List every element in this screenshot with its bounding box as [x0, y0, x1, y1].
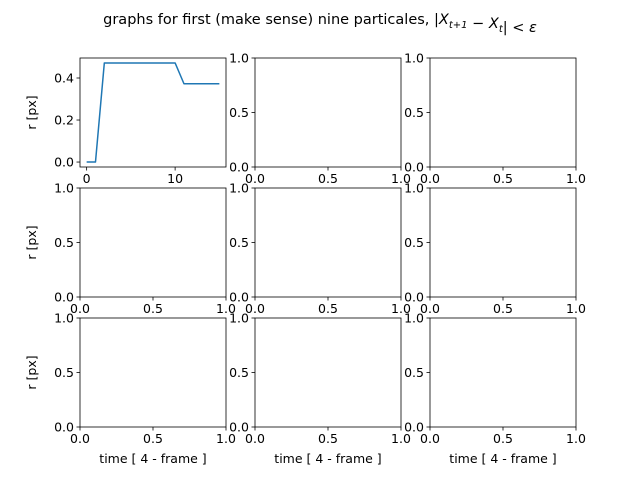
x-tick-label: 1.0: [216, 301, 236, 316]
y-tick-label: 0.4: [54, 71, 74, 86]
y-tick-label: 0.0: [229, 290, 249, 305]
y-tick-label: 0.5: [404, 365, 424, 380]
subplot-1-2: 0.0 0.5 1.0 0.0 0.5 1.0: [404, 181, 586, 317]
axes-layer: 0 100.00.20.4r [px]0.0 0.5 1.00.00.51.00.0 0…: [24, 51, 586, 467]
subplot-2-1: 0.0 0.5 1.0 0.0 0.5 1.0 time [ 4 - frame ]: [229, 311, 411, 467]
y-tick-label: 0.2: [54, 113, 74, 128]
y-tick-label: 1.0: [54, 311, 74, 326]
y-tick-label: 0.5: [229, 105, 249, 120]
x-tick-label: 1.0: [566, 301, 586, 316]
y-tick-label: 1.0: [229, 181, 249, 196]
title-math-subscript: t: [499, 24, 504, 35]
x-tick-label: 0.0: [245, 301, 265, 316]
axes-background: [255, 318, 401, 427]
figure-title-text: graphs for first (make sense) nine parti…: [103, 12, 434, 28]
y-tick-label: 1.0: [229, 311, 249, 326]
y-tick-label: 0.5: [404, 105, 424, 120]
y-tick-label: 0.0: [229, 160, 249, 175]
x-tick-label: 0.0: [420, 171, 440, 186]
subplot-1-0: 0.0 0.5 1.0 0.0 0.5 1.0 r [px]: [24, 181, 236, 317]
x-axis-label: time [ 4 - frame ]: [449, 451, 556, 466]
y-tick-label: 0.0: [404, 420, 424, 435]
x-tick-label: 0.0: [245, 171, 265, 186]
axes-background: [255, 58, 401, 167]
x-tick-label: 0.5: [493, 301, 513, 316]
y-tick-label: 0.0: [404, 160, 424, 175]
y-tick-label: 1.0: [229, 51, 249, 66]
x-tick-label: 0.5: [318, 431, 338, 446]
x-axis-label: time [ 4 - frame ]: [274, 451, 381, 466]
title-math-part: | < ε: [503, 20, 537, 36]
axes-frame: [79, 57, 227, 168]
series-line: [86, 62, 220, 163]
y-axis-label: r [px]: [24, 225, 39, 259]
y-tick-label: 0.0: [54, 155, 74, 170]
y-tick-label: 0.0: [404, 290, 424, 305]
y-tick-label: 0.5: [229, 235, 249, 250]
y-tick-label: 0.5: [54, 365, 74, 380]
axes-background: [80, 188, 226, 297]
x-tick-label: 1.0: [391, 431, 411, 446]
axes-background: [430, 58, 576, 167]
axes-background: [255, 188, 401, 297]
title-math-part: − X: [468, 16, 500, 32]
subplot-0-0: 0 10 0.0 0.2 0.4 r [px]: [24, 57, 227, 186]
y-tick-label: 0.0: [54, 290, 74, 305]
y-tick-label: 0.0: [54, 420, 74, 435]
x-tick-label: 0.5: [143, 301, 163, 316]
subplot-2-0: 0.0 0.5 1.0 0.0 0.5 1.0 r [px] time [ 4 - frame…: [24, 311, 236, 467]
subplot-1-1: 0.0 0.5 1.0 0.0 0.5 1.0: [229, 181, 411, 317]
x-tick-label: 0.0: [245, 431, 265, 446]
axes-background: [430, 318, 576, 427]
x-tick-label: 1.0: [391, 171, 411, 186]
y-tick-label: 0.0: [229, 420, 249, 435]
axes-background: [80, 318, 226, 427]
y-axis-label: r [px]: [24, 95, 39, 129]
axes-background: [430, 188, 576, 297]
subplot-0-1: 0.0 0.5 1.0 0.0 0.5 1.0: [229, 51, 411, 187]
x-tick-label: 10: [167, 171, 183, 186]
x-tick-label: 0.0: [420, 431, 440, 446]
x-tick-label: 1.0: [216, 431, 236, 446]
x-tick-label: 0.0: [420, 301, 440, 316]
x-tick-label: 0.0: [70, 431, 90, 446]
x-tick-label: 1.0: [566, 171, 586, 186]
x-tick-label: 0.5: [493, 171, 513, 186]
y-tick-label: 0.5: [404, 235, 424, 250]
title-math-part: |X: [434, 12, 450, 28]
subplot-2-2: 0.0 0.5 1.0 0.0 0.5 1.0 time [ 4 - frame ]: [404, 311, 586, 467]
y-tick-label: 1.0: [54, 181, 74, 196]
x-tick-label: 0.5: [143, 431, 163, 446]
x-tick-label: 0: [83, 171, 91, 186]
y-axis-label: r [px]: [24, 355, 39, 389]
x-tick-label: 0.5: [318, 301, 338, 316]
x-tick-label: 1.0: [566, 431, 586, 446]
y-tick-label: 0.5: [54, 235, 74, 250]
figure-title-math: |Xt+1 − Xt| < ε: [434, 12, 537, 36]
y-tick-label: 0.5: [229, 365, 249, 380]
y-tick-label: 1.0: [404, 311, 424, 326]
figure-title: graphs for first (make sense) nine parti…: [103, 12, 537, 36]
title-math-subscript: t+1: [449, 20, 468, 31]
x-axis-label: time [ 4 - frame ]: [99, 451, 206, 466]
x-tick-label: 0.5: [318, 171, 338, 186]
x-tick-label: 0.5: [493, 431, 513, 446]
y-tick-label: 1.0: [404, 51, 424, 66]
axes-background: [80, 58, 226, 167]
y-tick-label: 1.0: [404, 181, 424, 196]
x-tick-label: 1.0: [391, 301, 411, 316]
subplot-0-2: 0.0 0.5 1.0 0.0 0.5 1.0: [404, 51, 586, 187]
x-tick-label: 0.0: [70, 301, 90, 316]
